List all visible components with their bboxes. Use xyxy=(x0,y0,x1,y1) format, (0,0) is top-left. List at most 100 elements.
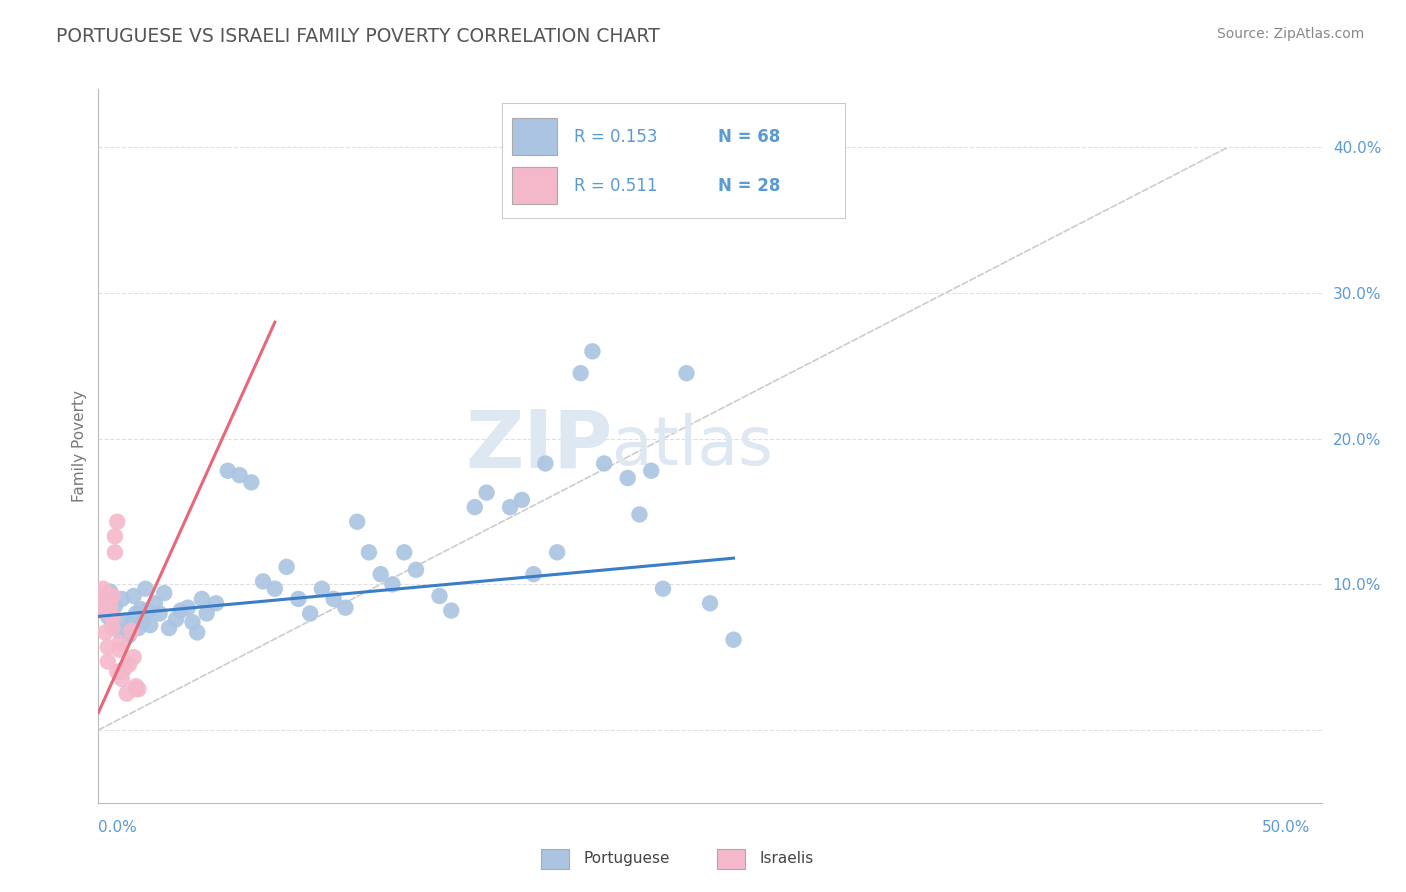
Point xyxy=(499,500,522,515)
Point xyxy=(98,596,121,610)
Point xyxy=(98,607,121,621)
Point xyxy=(392,545,416,559)
Point xyxy=(177,600,200,615)
Point xyxy=(370,567,392,582)
Point xyxy=(97,609,120,624)
Text: Portuguese: Portuguese xyxy=(583,851,671,866)
Point xyxy=(157,621,180,635)
Point xyxy=(104,599,127,614)
Point xyxy=(616,471,638,485)
Point xyxy=(112,614,135,628)
Point xyxy=(640,464,662,478)
Point xyxy=(534,457,557,471)
Point xyxy=(723,632,745,647)
Point xyxy=(440,603,463,617)
Point xyxy=(105,515,128,529)
Point xyxy=(120,624,142,638)
Point xyxy=(165,612,187,626)
Text: PORTUGUESE VS ISRAELI FAMILY POVERTY CORRELATION CHART: PORTUGUESE VS ISRAELI FAMILY POVERTY COR… xyxy=(56,27,659,45)
Point xyxy=(149,607,172,621)
Point xyxy=(112,662,135,676)
Point xyxy=(132,615,155,630)
Point xyxy=(125,679,148,693)
Point xyxy=(108,635,131,649)
Point xyxy=(252,574,274,589)
Point xyxy=(134,582,156,596)
Point xyxy=(101,589,124,603)
Point xyxy=(91,603,114,617)
Point xyxy=(122,589,145,603)
Point xyxy=(104,545,127,559)
Bar xyxy=(541,848,569,869)
Point xyxy=(104,529,127,543)
Point xyxy=(153,586,176,600)
Bar xyxy=(717,848,745,869)
Point xyxy=(322,591,344,606)
Point xyxy=(240,475,263,490)
Point xyxy=(475,485,498,500)
Point xyxy=(108,624,131,638)
Point xyxy=(510,492,533,507)
Point xyxy=(217,464,239,478)
Point xyxy=(311,582,333,596)
Point xyxy=(108,643,131,657)
Point xyxy=(593,457,616,471)
Point xyxy=(346,515,368,529)
Point xyxy=(90,589,112,603)
Text: Israelis: Israelis xyxy=(759,851,814,866)
Point xyxy=(127,682,149,697)
Point xyxy=(111,672,134,686)
Point xyxy=(127,621,149,635)
Point xyxy=(357,545,380,559)
Point xyxy=(120,616,142,631)
Point xyxy=(429,589,451,603)
Point xyxy=(628,508,651,522)
Point xyxy=(228,468,250,483)
Point xyxy=(136,603,159,617)
Point xyxy=(94,595,117,609)
Point xyxy=(263,582,285,596)
Point xyxy=(94,603,117,617)
Y-axis label: Family Poverty: Family Poverty xyxy=(72,390,87,502)
Point xyxy=(405,563,427,577)
Point xyxy=(122,650,145,665)
Point xyxy=(101,621,124,635)
Point xyxy=(287,591,309,606)
Text: Source: ZipAtlas.com: Source: ZipAtlas.com xyxy=(1216,27,1364,41)
Point xyxy=(94,625,117,640)
Point xyxy=(101,611,124,625)
Text: atlas: atlas xyxy=(612,413,773,479)
Text: ZIP: ZIP xyxy=(465,407,612,485)
Point xyxy=(181,615,204,630)
Point xyxy=(195,607,218,621)
Point xyxy=(191,591,214,606)
Point xyxy=(90,603,112,617)
Point xyxy=(91,582,114,596)
Point xyxy=(569,366,592,380)
Point xyxy=(205,596,228,610)
Point xyxy=(523,567,546,582)
Point xyxy=(118,657,141,672)
Point xyxy=(299,607,322,621)
Point xyxy=(125,682,148,697)
Point xyxy=(105,665,128,679)
Point xyxy=(101,618,124,632)
Text: 50.0%: 50.0% xyxy=(1261,821,1310,835)
Text: 0.0%: 0.0% xyxy=(98,821,138,835)
Point xyxy=(139,618,162,632)
Point xyxy=(186,625,208,640)
Point xyxy=(381,577,404,591)
Point xyxy=(581,344,603,359)
Point xyxy=(699,596,721,610)
Point xyxy=(276,560,298,574)
Point xyxy=(464,500,486,515)
Point xyxy=(125,607,148,621)
Point xyxy=(111,665,134,679)
Point xyxy=(652,582,675,596)
Point xyxy=(335,600,357,615)
Point xyxy=(90,589,112,603)
Point xyxy=(143,596,166,610)
Point xyxy=(115,687,138,701)
Point xyxy=(546,545,568,559)
Point xyxy=(98,584,121,599)
